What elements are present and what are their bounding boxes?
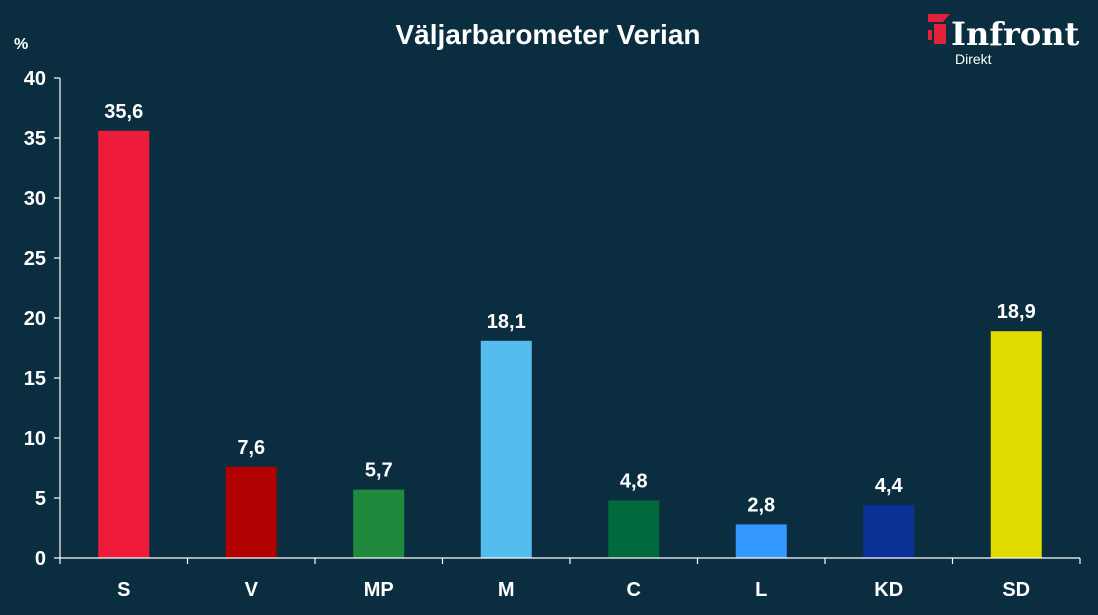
- y-tick-label: 25: [24, 248, 46, 270]
- category-label-m: M: [498, 579, 515, 601]
- bar-c: [608, 500, 660, 558]
- infront-logo-icon: [928, 14, 950, 44]
- category-label-l: L: [755, 579, 767, 601]
- category-label-v: V: [245, 579, 259, 601]
- data-label-mp: 5,7: [365, 460, 393, 482]
- category-label-sd: SD: [1002, 579, 1030, 601]
- bar-mp: [353, 489, 405, 558]
- y-tick-label: 20: [24, 308, 46, 330]
- data-label-c: 4,8: [620, 470, 648, 492]
- data-label-s: 35,6: [104, 101, 143, 123]
- bar-kd: [863, 505, 915, 558]
- data-labels: 35,6 7,6 5,7 18,1 4,8 2,8 4,4 18,9: [104, 101, 1035, 517]
- data-label-m: 18,1: [487, 311, 526, 333]
- logo-name: Infront: [951, 15, 1079, 53]
- y-axis-unit-label: %: [14, 36, 28, 53]
- bar-l: [735, 524, 787, 558]
- x-axis: S V MP M C L KD SD: [59, 558, 1081, 601]
- bar-sd: [990, 331, 1042, 558]
- axis-lines: [59, 78, 1080, 559]
- y-axis: 0 5 10 15 20 25 30 35 40: [24, 68, 60, 570]
- bar-m: [480, 340, 532, 558]
- y-tick-label: 5: [35, 488, 46, 510]
- data-label-kd: 4,4: [875, 475, 904, 497]
- logo-subtitle: Direkt: [955, 51, 992, 67]
- infront-logo: Infront Direkt: [928, 14, 1079, 67]
- bar-v: [225, 466, 277, 558]
- data-label-v: 7,6: [237, 437, 265, 459]
- y-tick-label: 30: [24, 188, 46, 210]
- y-tick-label: 0: [35, 548, 46, 570]
- data-label-l: 2,8: [747, 494, 775, 516]
- category-label-c: C: [627, 579, 641, 601]
- category-label-kd: KD: [874, 579, 903, 601]
- y-tick-label: 15: [24, 368, 46, 390]
- category-label-mp: MP: [364, 579, 394, 601]
- y-tick-label: 35: [24, 128, 46, 150]
- chart-title: Väljarbarometer Verian: [395, 19, 700, 50]
- data-label-sd: 18,9: [997, 301, 1036, 323]
- bar-s: [98, 130, 150, 559]
- bar-series: [98, 130, 1042, 559]
- category-label-s: S: [117, 579, 130, 601]
- y-tick-label: 10: [24, 428, 46, 450]
- y-tick-label: 40: [24, 68, 46, 90]
